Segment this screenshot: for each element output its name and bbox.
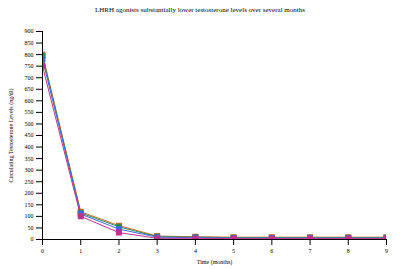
svg-text:9: 9 bbox=[385, 248, 388, 254]
svg-text:600: 600 bbox=[25, 98, 34, 104]
svg-text:Time (months): Time (months) bbox=[197, 259, 233, 266]
svg-text:8: 8 bbox=[347, 248, 350, 254]
svg-text:50: 50 bbox=[28, 225, 34, 231]
svg-text:0: 0 bbox=[31, 236, 34, 242]
svg-text:4: 4 bbox=[194, 248, 197, 254]
svg-text:500: 500 bbox=[25, 121, 34, 127]
svg-text:2: 2 bbox=[117, 248, 120, 254]
svg-text:350: 350 bbox=[25, 156, 34, 162]
svg-text:700: 700 bbox=[25, 75, 34, 81]
svg-text:800: 800 bbox=[25, 52, 34, 58]
svg-text:650: 650 bbox=[25, 86, 34, 92]
svg-text:3: 3 bbox=[156, 248, 159, 254]
svg-text:Circulating Testosterone Level: Circulating Testosterone Levels (ng/dl) bbox=[8, 89, 15, 183]
svg-text:0: 0 bbox=[41, 248, 44, 254]
svg-text:250: 250 bbox=[25, 179, 34, 185]
svg-text:200: 200 bbox=[25, 190, 34, 196]
svg-text:150: 150 bbox=[25, 202, 34, 208]
svg-text:850: 850 bbox=[25, 40, 34, 46]
svg-text:550: 550 bbox=[25, 109, 34, 115]
svg-text:5: 5 bbox=[232, 248, 235, 254]
svg-text:7: 7 bbox=[309, 248, 312, 254]
html-text:LHRH agonists substantially lo: LHRH agonists substantially lower testos… bbox=[95, 6, 305, 14]
svg-text:750: 750 bbox=[25, 63, 34, 69]
svg-text:450: 450 bbox=[25, 132, 34, 138]
svg-text:100: 100 bbox=[25, 213, 34, 219]
svg-text:1: 1 bbox=[79, 248, 82, 254]
svg-text:6: 6 bbox=[270, 248, 273, 254]
svg-text:300: 300 bbox=[25, 167, 34, 173]
svg-text:900: 900 bbox=[25, 28, 34, 34]
svg-text:400: 400 bbox=[25, 144, 34, 150]
